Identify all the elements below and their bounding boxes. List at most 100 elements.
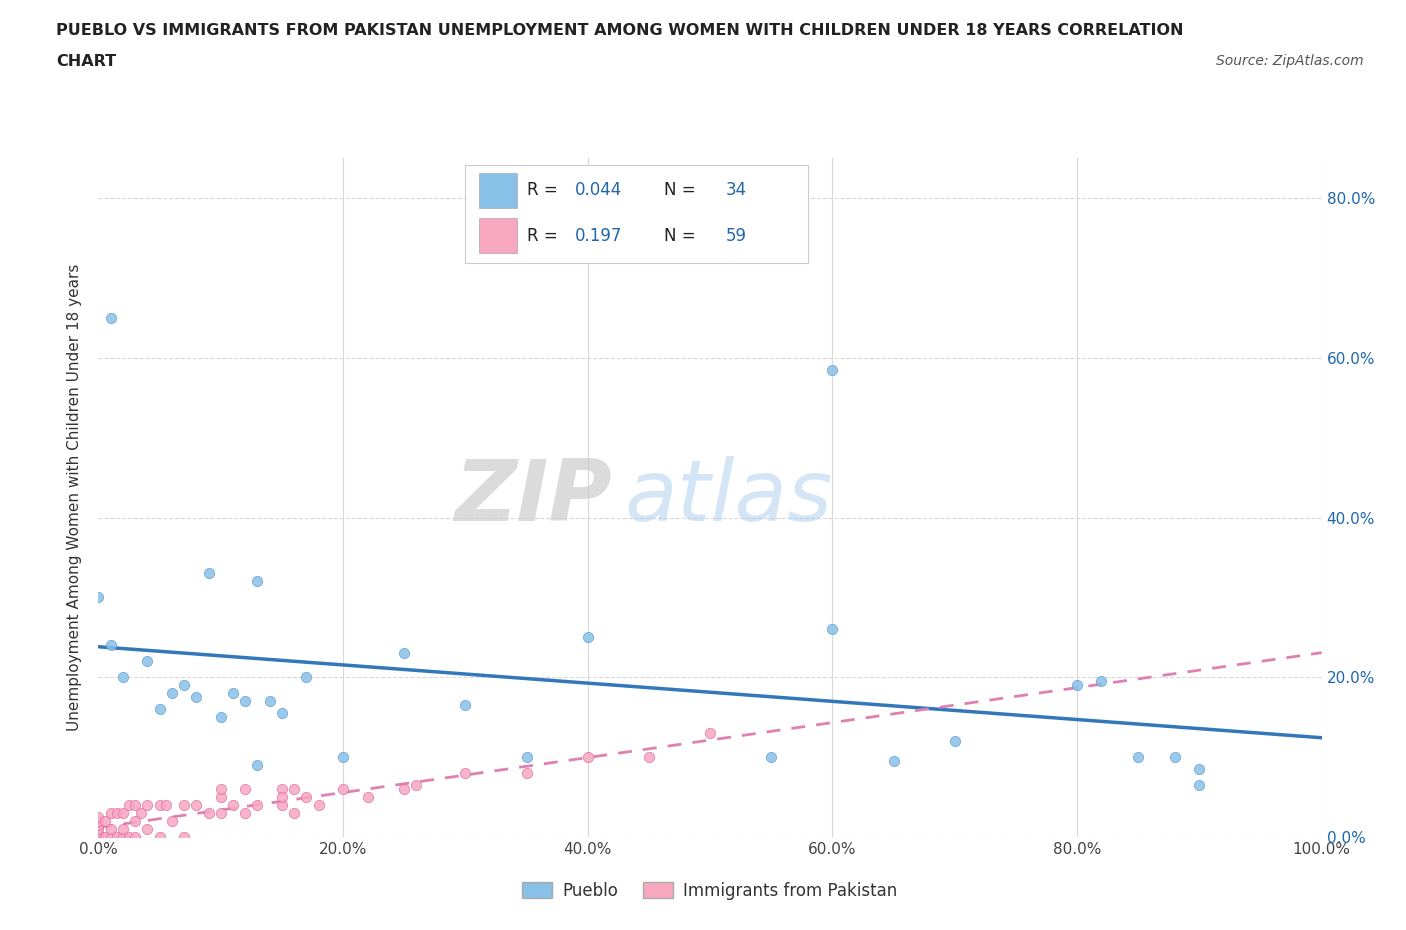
Point (87, 830, 110, 844)
Point (392, 645, 416, 660)
Point (246, 574, 269, 589)
Point (246, 758, 269, 773)
Point (233, 694, 256, 709)
Point (943, 734, 966, 749)
Point (136, 654, 159, 669)
Point (392, 781, 416, 796)
Point (576, 750, 599, 764)
Point (87, 830, 110, 844)
Point (87, 817, 110, 832)
Point (124, 830, 146, 844)
Point (1128, 750, 1150, 764)
Point (283, 805, 305, 820)
Point (160, 814, 183, 829)
Point (87, 826, 110, 841)
Point (186, 798, 208, 813)
Point (87, 830, 110, 844)
Point (233, 805, 256, 820)
Point (87, 821, 110, 836)
Point (1066, 678, 1088, 693)
Point (576, 630, 599, 644)
Point (332, 750, 354, 764)
Point (883, 753, 905, 768)
Point (308, 798, 330, 813)
Point (100, 805, 122, 820)
Point (160, 685, 183, 700)
Point (149, 798, 172, 813)
Point (186, 690, 208, 705)
Point (1164, 750, 1187, 764)
Point (136, 798, 159, 813)
Point (100, 821, 122, 836)
Point (332, 781, 354, 796)
Point (173, 678, 195, 693)
Point (100, 638, 122, 653)
Point (209, 781, 232, 796)
Point (405, 777, 427, 792)
Point (197, 566, 219, 581)
Point (1090, 674, 1112, 689)
Point (233, 781, 256, 796)
Point (118, 798, 141, 813)
Point (222, 798, 245, 813)
Point (209, 710, 232, 724)
Point (821, 622, 844, 637)
Point (87, 814, 110, 829)
Point (1188, 762, 1211, 777)
Point (295, 790, 318, 804)
Point (173, 830, 195, 844)
Text: atlas: atlas (624, 456, 832, 539)
Point (699, 725, 721, 740)
Point (270, 781, 294, 796)
Point (111, 821, 134, 836)
Point (149, 830, 172, 844)
Point (356, 790, 378, 804)
Point (149, 702, 172, 717)
Point (87, 590, 110, 604)
Point (515, 750, 537, 764)
Point (1188, 777, 1211, 792)
Point (454, 698, 477, 712)
Point (270, 798, 294, 813)
Point (222, 685, 245, 700)
Point (197, 805, 219, 820)
Legend: Pueblo, Immigrants from Pakistan: Pueblo, Immigrants from Pakistan (516, 875, 904, 907)
Point (100, 830, 122, 844)
Point (761, 750, 783, 764)
Point (100, 311, 122, 325)
Point (136, 821, 159, 836)
Point (93, 814, 115, 829)
Point (93, 830, 115, 844)
Point (87, 830, 110, 844)
Point (270, 790, 294, 804)
Point (111, 830, 134, 844)
Point (129, 805, 152, 820)
Point (105, 805, 128, 820)
Point (515, 765, 537, 780)
Point (821, 363, 844, 378)
Point (118, 830, 141, 844)
Point (209, 805, 232, 820)
Point (209, 790, 232, 804)
Point (111, 670, 134, 684)
Point (295, 670, 318, 684)
Point (124, 798, 146, 813)
Text: ZIP: ZIP (454, 456, 612, 539)
Point (105, 830, 128, 844)
Point (87, 830, 110, 844)
Point (270, 706, 294, 721)
Text: PUEBLO VS IMMIGRANTS FROM PAKISTAN UNEMPLOYMENT AMONG WOMEN WITH CHILDREN UNDER : PUEBLO VS IMMIGRANTS FROM PAKISTAN UNEMP… (56, 23, 1184, 38)
Point (111, 805, 134, 820)
Point (246, 798, 269, 813)
Point (638, 750, 661, 764)
Point (124, 814, 146, 829)
Point (87, 810, 110, 825)
Text: Source: ZipAtlas.com: Source: ZipAtlas.com (1216, 54, 1364, 68)
Point (259, 694, 281, 709)
Text: CHART: CHART (56, 54, 117, 69)
Point (283, 781, 305, 796)
Point (173, 798, 195, 813)
Y-axis label: Unemployment Among Women with Children Under 18 years: Unemployment Among Women with Children U… (67, 264, 83, 731)
Point (155, 798, 177, 813)
Point (454, 765, 477, 780)
